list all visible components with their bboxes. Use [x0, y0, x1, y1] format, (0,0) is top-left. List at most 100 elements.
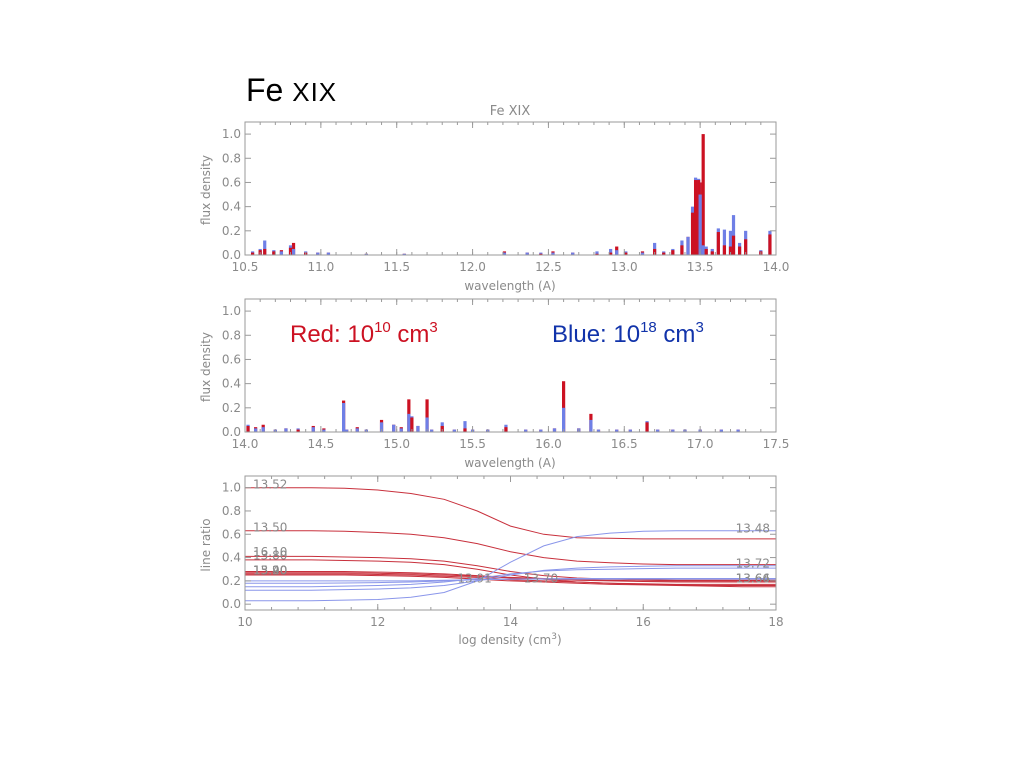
- panel-top-bar-blue: [698, 194, 702, 255]
- panel-middle-ytick-label: 0.8: [222, 328, 241, 342]
- panel-middle-xtick-label: 16.0: [535, 437, 562, 451]
- panel-middle-bar-blue: [254, 428, 258, 432]
- panel-top-ytick-label: 0.0: [222, 248, 241, 262]
- panel-top-bar-red: [768, 234, 772, 255]
- line-ratio-xtick-label: 14: [503, 615, 518, 629]
- panel-top-bar-blue: [595, 251, 599, 255]
- panel-top-bar-red: [693, 180, 698, 255]
- panel-middle-xtick-label: 17.5: [763, 437, 790, 451]
- panel-top-ytick-label: 0.4: [222, 200, 241, 214]
- panel-top-red-bars: [279, 134, 705, 255]
- panel-middle-bar-blue: [430, 429, 434, 432]
- panel-top-bar-red: [731, 235, 736, 255]
- panel-middle-yticks: 0.0 0.2 0.4 0.6 0.8 1.0: [222, 304, 776, 439]
- line-ratio-ytick-label: 0.6: [222, 527, 241, 541]
- line-ratio-xtick-label: 16: [636, 615, 651, 629]
- panel-top-bar-blue: [728, 230, 733, 255]
- line-ratio-curve-blue: [245, 567, 776, 588]
- panel-top-bar-red: [680, 245, 684, 255]
- panel-top-xtick-label: 12.5: [535, 260, 562, 274]
- curve-label-right: 13.66: [736, 572, 770, 586]
- panel-middle-bar-red: [410, 417, 414, 432]
- panel-top-ytick-label: 1.0: [222, 127, 241, 141]
- panel-top-bar-red: [653, 248, 657, 255]
- spectrum-panel-top: Fe XIX 0.0 0.2 0.4 0.6 0.8 1.0 10.5 11.0 11.5 12…: [199, 104, 789, 293]
- line-ratio-xtick-label: 18: [768, 615, 783, 629]
- panel-top-bar-blue: [291, 248, 296, 255]
- panel-top-bar-blue: [615, 250, 619, 255]
- line-ratio-curve-red: [245, 487, 776, 540]
- panel-top-bar-blue: [279, 251, 284, 255]
- panel-top-bar-red: [671, 250, 675, 255]
- curve-label-left: 13.90: [253, 564, 287, 578]
- line-ratio-curve-blue: [245, 565, 776, 591]
- panel-middle-ylabel: flux density: [199, 332, 213, 402]
- panel-middle-bar-blue: [596, 429, 601, 432]
- curve-label-left: 16.10: [253, 545, 287, 559]
- panel-top-bar-blue: [326, 252, 331, 255]
- panel-top-blue-bars: [250, 177, 772, 255]
- panel-middle-ytick-label: 1.0: [222, 304, 241, 318]
- panel-top-bar-red: [272, 251, 276, 255]
- panel-middle-bar-blue: [407, 413, 411, 432]
- panel-top-bar-blue: [701, 245, 705, 255]
- panel-top-bar-red: [744, 239, 748, 255]
- panel-top-bar-red: [690, 212, 695, 255]
- panel-middle-bar-blue: [628, 429, 632, 432]
- panel-middle-xtick-label: 14.0: [232, 437, 259, 451]
- line-ratio-xlabel-exp: 3: [551, 632, 557, 642]
- panel-top-bar-red: [624, 252, 628, 255]
- panel-middle-bar-blue: [392, 424, 396, 432]
- panel-middle-bar-blue: [416, 425, 420, 432]
- panel-top-bar-blue: [722, 229, 727, 255]
- panel-top-ytick-label: 0.8: [222, 151, 241, 165]
- panel-top-bar-red: [704, 248, 708, 255]
- panel-middle-bar-blue: [425, 417, 429, 432]
- legend-red-unit: cm: [391, 321, 430, 348]
- panel-top-bar-blue: [525, 252, 529, 255]
- panel-middle-bar-blue: [736, 429, 740, 432]
- curve-label-left: 13.52: [253, 477, 287, 491]
- panel-middle-bar-blue: [399, 428, 403, 432]
- panel-middle-bar-red: [645, 422, 649, 432]
- panel-top-bar-red: [737, 246, 742, 255]
- panel-middle-bar-blue: [671, 429, 675, 432]
- line-ratio-xticks: 10 12 14 16 18: [237, 476, 784, 629]
- panel-middle-bar-blue: [345, 429, 349, 432]
- panel-middle-xticks: 14.0 14.5 15.0 15.5 16.0 16.5 17.0 17.5: [232, 299, 790, 451]
- panel-middle-bar-blue: [463, 421, 467, 432]
- panel-middle-bar-red: [440, 425, 444, 432]
- panel-top-bar-blue: [686, 236, 690, 255]
- panel-top-xtick-label: 10.5: [232, 260, 259, 274]
- panel-top-xticks: 10.5 11.0 11.5 12.0 12.5 13.0 13.5 14.0: [232, 122, 789, 274]
- panel-middle-bar-blue: [342, 402, 346, 432]
- line-ratio-ylabel: line ratio: [199, 518, 213, 571]
- panel-middle-xtick-label: 17.0: [687, 437, 714, 451]
- line-ratio-curves: [245, 487, 776, 602]
- panel-middle-red-bars: [254, 381, 740, 432]
- line-ratio-xtick-label: 12: [370, 615, 385, 629]
- panel-middle-xlabel: wavelength (A): [464, 456, 555, 470]
- panel-top-xtick-label: 13.0: [611, 260, 638, 274]
- panel-middle-bar-red: [562, 381, 566, 432]
- panel-top-bar-red: [263, 248, 267, 255]
- panel-top-xlabel: wavelength (A): [464, 279, 555, 293]
- panel-middle-bar-blue: [552, 428, 557, 432]
- panel-top-xtick-label: 12.0: [459, 260, 486, 274]
- curve-label-mid: 13.70: [524, 572, 558, 586]
- panel-middle-xtick-label: 15.0: [383, 437, 410, 451]
- curve-label-right: 13.72: [736, 556, 770, 570]
- panel-top-bar-blue: [402, 253, 406, 255]
- panel-top-ylabel: flux density: [199, 155, 213, 225]
- spectrum-panel-middle: 0.00.20.40.60.81.0 14.0 14.5 15.0 15.5 16.0 1…: [199, 298, 790, 470]
- panel-middle-bar-blue: [452, 429, 456, 432]
- legend-red-unit-exp: 3: [429, 319, 437, 336]
- panel-top-bar-red: [609, 252, 613, 255]
- panel-middle-ytick-label: 0.4: [222, 377, 241, 391]
- slide-title-main: Fe: [246, 72, 293, 108]
- curve-label-left: 13.20: [253, 564, 287, 578]
- panel-middle-bar-red: [246, 425, 250, 432]
- panel-top-bar-blue: [551, 252, 555, 255]
